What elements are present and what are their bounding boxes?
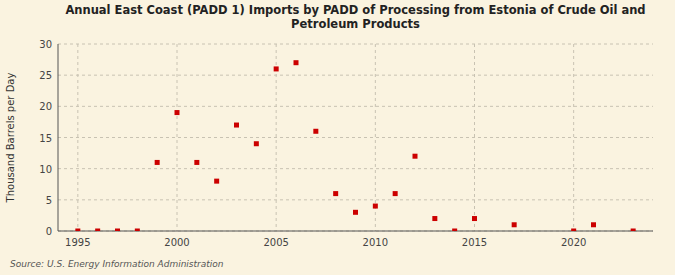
point [194,160,199,165]
y-tick-label: 0 [46,226,52,237]
point [75,229,80,232]
x-tick-label: 2010 [363,237,388,248]
title: Annual East Coast (PADD 1) Imports by PA… [65,3,645,31]
point [254,141,259,146]
grid-line [573,44,574,231]
grid-line [58,106,653,107]
chart: Annual East Coast (PADD 1) Imports by PA… [0,0,675,275]
grid-line [375,44,376,231]
y-tick-label: 5 [46,195,52,206]
point [373,204,378,209]
grid-line [474,44,475,231]
points [75,60,635,231]
point [591,222,596,227]
x-tick-label: 1995 [65,237,90,248]
x-tick-label: 2005 [263,237,288,248]
point [512,222,517,227]
grid-line [58,75,653,76]
point [413,154,418,159]
x-tick-label: 2000 [164,237,189,248]
y-tick-label: 15 [39,133,52,144]
point [432,216,437,221]
point [631,229,636,232]
x-tick-label: 2015 [462,237,487,248]
x-axis [58,231,653,232]
point [472,216,477,221]
source: Source: U.S. Energy Information Administ… [10,259,224,269]
point [95,229,100,232]
grid-line [58,137,653,138]
grid-line [77,44,78,231]
y-tick-label: 25 [39,70,52,81]
point [452,229,457,232]
y-tick-label: 30 [39,39,52,50]
grid-line [58,231,653,232]
grid-line [58,44,653,45]
point [353,210,358,215]
point [571,229,576,232]
point [313,129,318,134]
grid-line [58,199,653,200]
point [234,123,239,128]
point [274,66,279,71]
point [135,229,140,232]
point [214,179,219,184]
x-tick-label: 2020 [561,237,586,248]
grid-line [58,168,653,169]
y-tick-label: 20 [39,101,52,112]
y-tick-label: 10 [39,164,52,175]
point [155,160,160,165]
point [175,110,180,115]
point [333,191,338,196]
y-axis [58,44,59,231]
grid-line [177,44,178,231]
grid-line [276,44,277,231]
y-axis-label: Thousand Barrels per Day [5,73,16,204]
point [393,191,398,196]
point [115,229,120,232]
point [294,60,299,65]
grid [58,44,653,231]
